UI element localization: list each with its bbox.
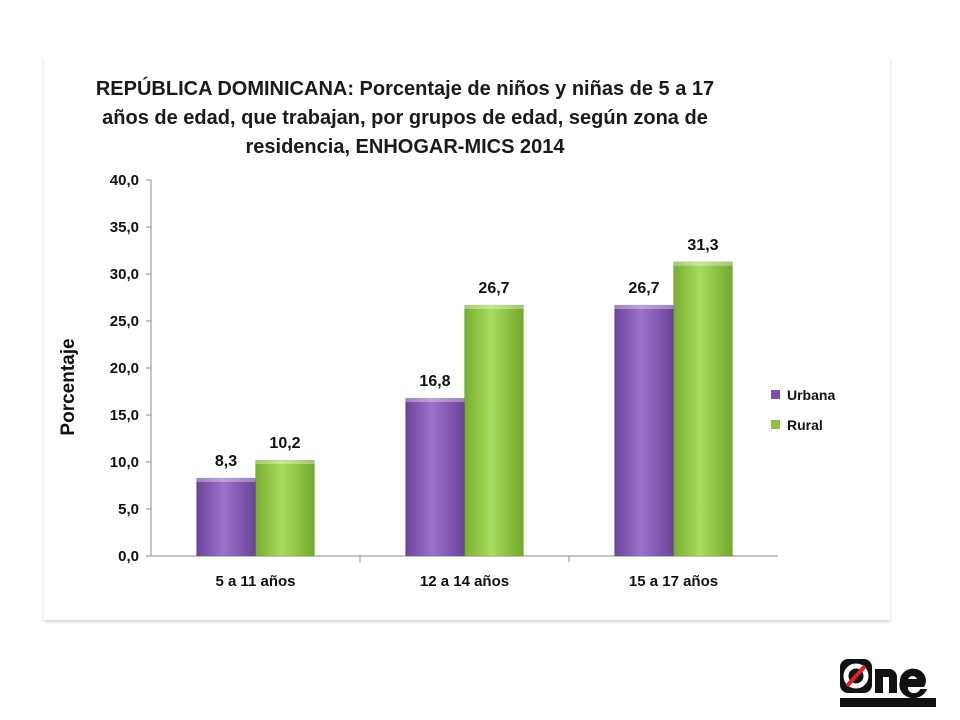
legend-label-urbana: Urbana	[787, 387, 835, 403]
bar-urbana	[196, 477, 256, 557]
axes: 0,0 5,0 10,0 15,0 20,0 25,0 30,0 35,0 40,0 5 a 11…	[110, 172, 778, 590]
x-category-label: 12 a 14 años	[420, 573, 509, 590]
bar-top-highlight	[405, 398, 465, 403]
y-tick-label: 20,0	[110, 360, 139, 377]
bar-rural	[673, 261, 733, 557]
y-tick-label: 0,0	[118, 548, 139, 565]
legend: Urbana Rural	[771, 387, 835, 433]
bar-urbana	[405, 397, 465, 557]
bar-top-highlight	[255, 460, 315, 465]
bar-top-highlight	[673, 261, 733, 266]
x-category-label: 15 a 17 años	[629, 573, 718, 590]
bar-rural	[464, 304, 524, 557]
y-axis-label: Porcentaje	[58, 338, 79, 435]
legend-swatch-rural	[771, 420, 780, 429]
bar-top-highlight	[464, 305, 524, 310]
one-logo	[840, 659, 936, 707]
bar-value-label: 31,3	[687, 237, 718, 254]
y-tick-label: 15,0	[110, 407, 139, 424]
legend-swatch-urbana	[771, 390, 780, 399]
bar-value-label: 16,8	[419, 373, 450, 390]
bar-value-label: 26,7	[628, 280, 659, 297]
chart-title-line-3: residencia, ENHOGAR-MICS 2014	[246, 136, 566, 158]
chart-title-line-2: años de edad, que trabajan, por grupos d…	[102, 107, 708, 129]
y-tick-label: 10,0	[110, 454, 139, 471]
bar-value-label: 10,2	[269, 435, 300, 452]
bar-top-highlight	[614, 305, 674, 310]
bar-rural	[255, 459, 315, 557]
bar-value-label: 8,3	[215, 453, 237, 470]
chart-panel: REPÚBLICA DOMINICANA: Porcentaje de niño…	[44, 57, 890, 620]
y-tick-label: 5,0	[118, 501, 139, 518]
x-category-label: 5 a 11 años	[215, 573, 295, 590]
y-tick-label: 25,0	[110, 313, 139, 330]
bar-top-highlight	[196, 477, 256, 482]
bars: 8,3 10,2 16,8 26,7 26,7 31,3	[196, 237, 733, 557]
y-tick-label: 35,0	[110, 219, 139, 236]
legend-label-rural: Rural	[787, 417, 823, 433]
y-tick-label: 30,0	[110, 266, 139, 283]
y-tick-label: 40,0	[110, 172, 139, 189]
bar-chart: REPÚBLICA DOMINICANA: Porcentaje de niño…	[58, 76, 835, 590]
bar-value-label: 26,7	[478, 280, 509, 297]
chart-title-line-1: REPÚBLICA DOMINICANA: Porcentaje de niño…	[96, 76, 714, 100]
bar-urbana	[614, 304, 674, 557]
